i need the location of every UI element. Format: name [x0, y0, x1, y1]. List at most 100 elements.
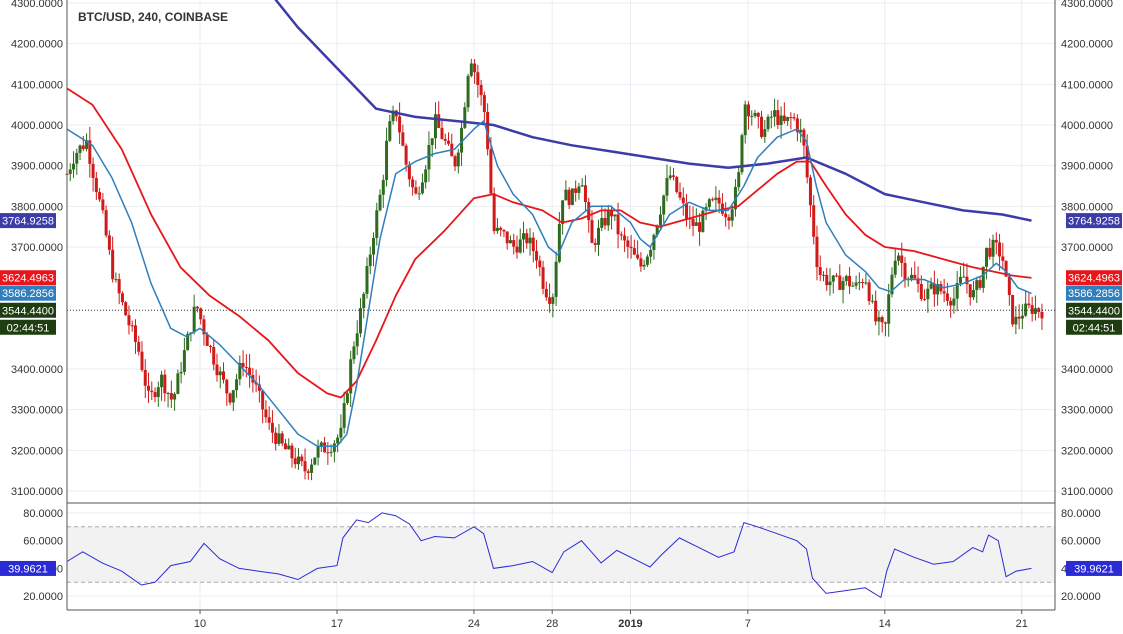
- candle-body: [942, 291, 946, 294]
- candle-body: [848, 275, 852, 287]
- candle-body: [923, 299, 927, 301]
- candle-body: [147, 385, 151, 391]
- candle-body: [544, 288, 548, 298]
- candle-body: [244, 367, 248, 369]
- candle-body: [1037, 308, 1041, 312]
- candle-body: [440, 127, 444, 139]
- badge-ma-slow-right: 3764.9258: [1068, 216, 1120, 228]
- candle-body: [169, 393, 173, 400]
- candle-body: [838, 275, 842, 290]
- candle-body: [649, 249, 653, 257]
- candle-body: [789, 117, 793, 119]
- candle-body: [828, 281, 832, 286]
- moving-averages: [66, 0, 1032, 448]
- candle-body: [72, 163, 76, 170]
- candle-body: [290, 445, 294, 459]
- candle-body: [900, 255, 904, 264]
- candle-body: [332, 443, 336, 452]
- candle-body: [287, 445, 291, 450]
- time-tick-label: 24: [468, 618, 480, 630]
- rsi-tick-right: 20.0000: [1061, 591, 1101, 603]
- candles: [65, 58, 1044, 481]
- candle-body: [381, 180, 385, 195]
- badge-ma-mid-left: 3624.4963: [2, 273, 54, 285]
- badge-last-price-bg-left: [0, 302, 56, 318]
- candle-body: [619, 234, 623, 236]
- time-tick-label: 17: [331, 618, 343, 630]
- candle-body: [120, 293, 124, 303]
- candle-body: [414, 187, 418, 194]
- candle-body: [362, 293, 366, 309]
- candle-body: [1011, 295, 1015, 325]
- candle-body: [1040, 311, 1044, 319]
- candle-body: [603, 217, 607, 226]
- candle-body: [212, 347, 216, 365]
- candle-body: [896, 255, 900, 261]
- candle-body: [365, 266, 369, 294]
- panel-gap: [67, 503, 1055, 506]
- price-tick-right: 3300.0000: [1061, 405, 1113, 417]
- candle-body: [874, 300, 878, 322]
- candle-body: [616, 214, 620, 235]
- candle-body: [854, 282, 858, 286]
- candle-body: [277, 433, 281, 444]
- candle-body: [685, 203, 689, 219]
- candle-body: [411, 179, 415, 188]
- candle-body: [1033, 308, 1037, 314]
- candle-body: [476, 72, 480, 85]
- candle-body: [955, 283, 959, 299]
- candle-body: [372, 237, 376, 255]
- candle-body: [1014, 316, 1018, 325]
- price-badges: 3764.9258 3764.9258 3624.4963 3624.4963 3586…: [0, 213, 1122, 576]
- candle-body: [636, 254, 640, 259]
- price-tick-left: 3800.0000: [11, 201, 63, 213]
- candle-body: [769, 116, 773, 118]
- candle-body: [88, 140, 92, 164]
- candle-body: [430, 138, 434, 145]
- candle-body: [505, 231, 509, 244]
- candle-body: [68, 169, 72, 174]
- candle-body: [913, 274, 917, 279]
- candle-body: [283, 443, 287, 450]
- candle-body: [375, 210, 379, 238]
- candle-body: [453, 156, 457, 167]
- badge-ma-slow-bg-left: [0, 213, 56, 229]
- candle-body: [143, 370, 147, 386]
- candle-body: [228, 393, 232, 403]
- candle-body: [280, 433, 284, 444]
- candle-body: [274, 432, 278, 444]
- candle-body: [867, 282, 871, 302]
- candle-body: [877, 317, 881, 322]
- candle-body: [508, 240, 512, 244]
- price-tick-right: 4200.0000: [1061, 39, 1113, 51]
- candle-body: [186, 333, 190, 351]
- time-tick-label: 21: [1016, 618, 1028, 630]
- candle-body: [499, 227, 503, 231]
- badge-ma-fast-bg-left: [0, 285, 56, 301]
- candle-body: [538, 260, 542, 268]
- price-tick-right: 3400.0000: [1061, 364, 1113, 376]
- price-tick-left: 3400.0000: [11, 364, 63, 376]
- candle-body: [975, 280, 979, 291]
- candle-body: [124, 302, 128, 316]
- badge-rsi-bg-right: [1066, 560, 1122, 576]
- candle-body: [378, 194, 382, 211]
- candle-body: [293, 458, 297, 465]
- candle-body: [776, 110, 780, 126]
- rsi-tick-right: 80.0000: [1061, 508, 1101, 520]
- candle-body: [94, 177, 98, 193]
- candle-body: [580, 185, 584, 187]
- candle-body: [460, 127, 464, 153]
- badge-ma-fast-bg-right: [1066, 285, 1122, 301]
- candle-body: [971, 290, 975, 298]
- candle-body: [760, 116, 764, 137]
- candle-body: [111, 249, 115, 280]
- time-tick-label: 2019: [618, 618, 642, 630]
- candle-body: [1001, 256, 1005, 261]
- candle-body: [424, 169, 428, 183]
- badge-ma-fast-right: 3586.2856: [1068, 288, 1120, 300]
- candle-body: [818, 267, 822, 276]
- candle-body: [297, 456, 301, 465]
- price-tick-right: 3200.0000: [1061, 445, 1113, 457]
- candle-body: [701, 210, 705, 232]
